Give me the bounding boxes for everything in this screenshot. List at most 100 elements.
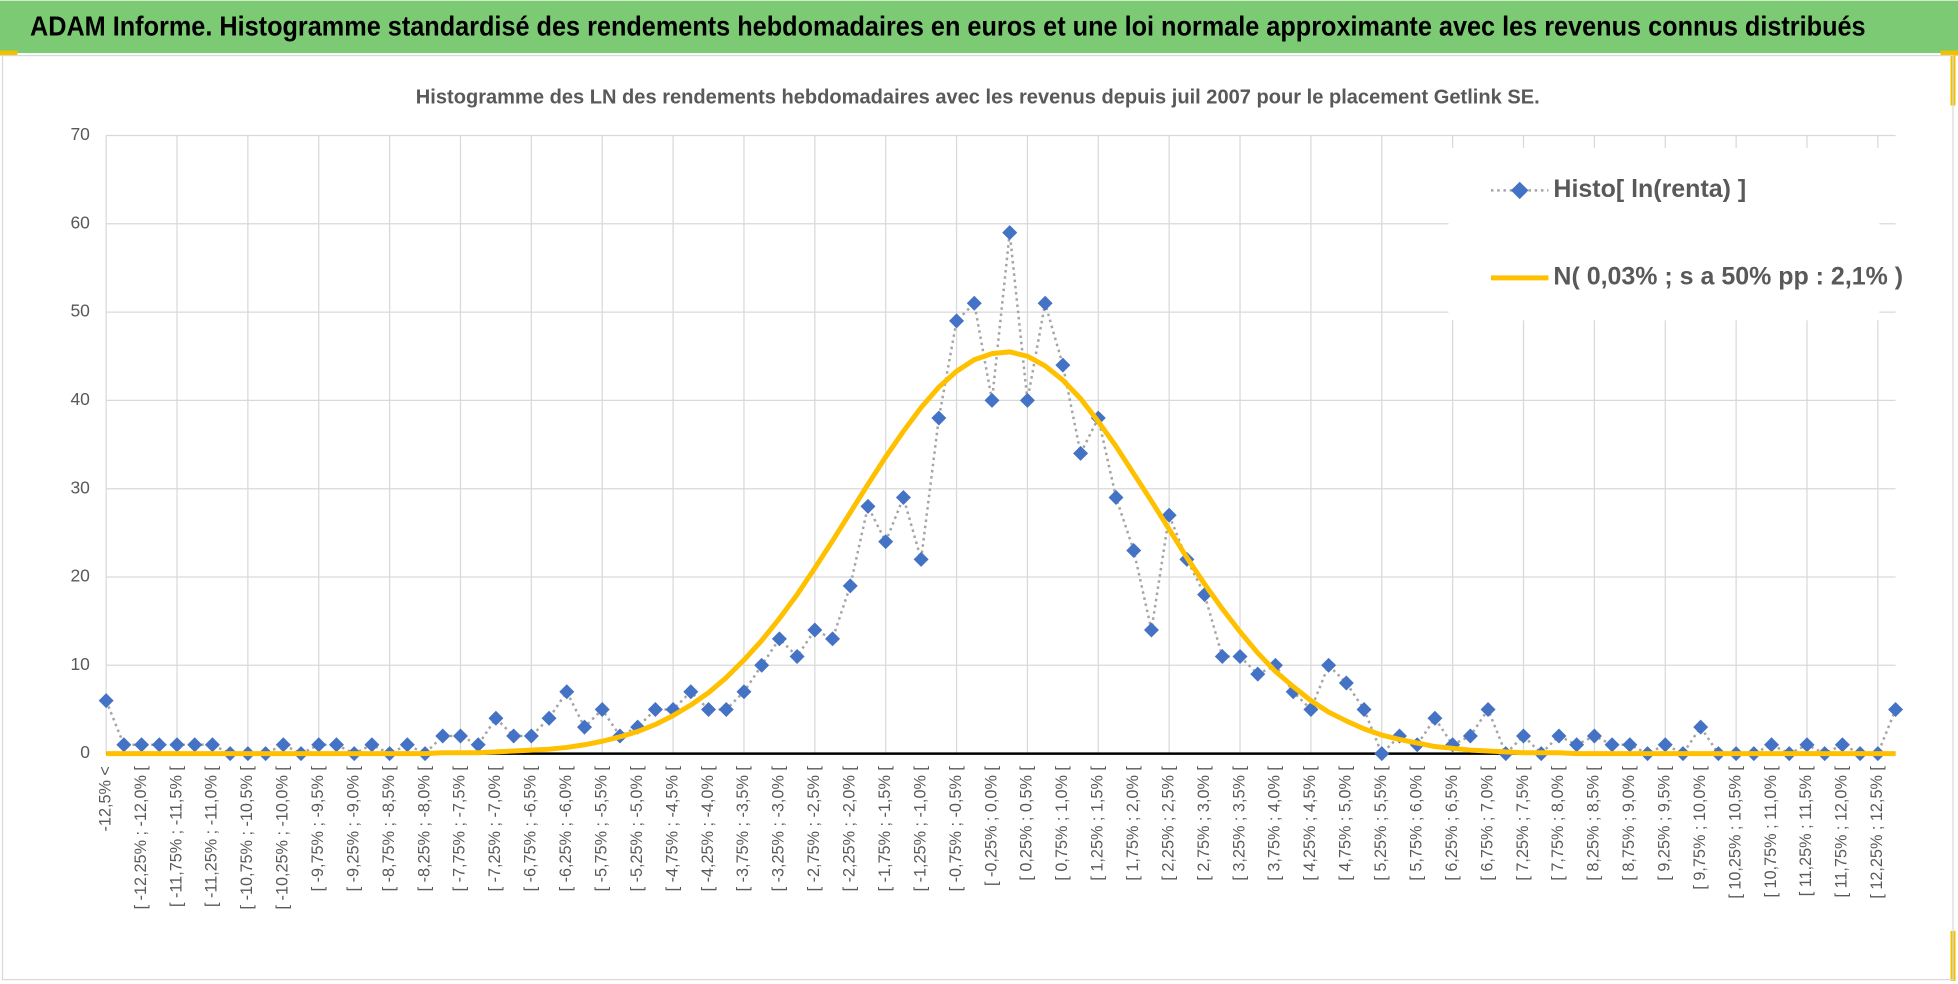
data-point (1764, 737, 1780, 753)
x-tick-label: [ 3,75% ; 4,0% [ (1266, 766, 1284, 881)
data-point (736, 684, 752, 700)
data-point (1551, 728, 1567, 744)
x-tick-label: [ -6,25% ; -6,0% [ (557, 766, 575, 892)
x-tick-label: [ 0,25% ; 0,5% [ (1018, 766, 1036, 881)
data-point (1108, 490, 1124, 506)
data-point (134, 737, 150, 753)
data-point (1338, 675, 1354, 691)
data-point (1480, 701, 1496, 717)
x-tick-label: [ -4,25% ; -4,0% [ (699, 766, 717, 892)
data-point (913, 551, 929, 567)
data-point (435, 728, 451, 744)
x-tick-label: [ -5,25% ; -5,0% [ (628, 766, 646, 892)
data-point (594, 701, 610, 717)
x-tick-label: [ -3,25% ; -3,0% [ (770, 766, 788, 892)
data-point (1799, 737, 1815, 753)
x-tick-label: [ -0,75% ; -0,5% [ (947, 766, 965, 892)
x-tick-label: [ -5,75% ; -5,5% [ (593, 766, 611, 892)
data-point (1604, 737, 1620, 753)
x-tick-label: [ -12,25% ; -12,0% [ (132, 766, 150, 910)
x-tick-label: [ 6,75% ; 7,0% [ (1478, 766, 1496, 881)
x-tick-label: [ -4,75% ; -4,5% [ (663, 766, 681, 892)
data-point (1143, 622, 1159, 638)
data-point (1055, 357, 1071, 373)
data-point (1374, 746, 1390, 762)
data-point (1356, 701, 1372, 717)
data-point (1232, 648, 1248, 664)
x-tick-label: [ 4,75% ; 5,0% [ (1337, 766, 1355, 881)
y-tick-label: 70 (70, 124, 90, 144)
x-tick-label: [ 4,25% ; 4,5% [ (1301, 766, 1319, 881)
data-point (151, 737, 167, 753)
x-tick-label: [ 7,25% ; 7,5% [ (1514, 766, 1532, 881)
data-point (1516, 728, 1531, 744)
x-tick-label: [ 9,25% ; 9,5% [ (1656, 766, 1674, 881)
y-tick-label: 30 (70, 477, 90, 497)
x-tick-label: [ 11,75% ; 12,0% [ (1833, 766, 1851, 898)
header-banner (0, 0, 1958, 54)
data-point (1586, 728, 1602, 744)
y-tick-label: 20 (70, 566, 90, 586)
x-tick-label: [ 1,25% ; 1,5% [ (1089, 766, 1107, 881)
data-point (931, 410, 947, 426)
x-tick-label: [ 12,25% ; 12,5% [ (1868, 766, 1886, 899)
data-point (1888, 701, 1904, 717)
header-title: ADAM Informe. Histogramme standardisé de… (30, 10, 1866, 41)
x-tick-label: [ 3,25% ; 3,5% [ (1230, 766, 1248, 881)
x-tick-label: [ 10,25% ; 10,5% [ (1726, 766, 1744, 899)
x-tick-label: [ -6,75% ; -6,5% [ (522, 766, 540, 892)
corner-mark (0, 50, 18, 56)
data-point (754, 657, 770, 673)
x-tick-label: [ 11,25% ; 11,5% [ (1797, 766, 1815, 897)
y-tick-label: 60 (70, 212, 90, 232)
data-point (1161, 507, 1177, 523)
data-point (399, 737, 415, 753)
data-point (1462, 728, 1478, 744)
y-tick-label: 50 (70, 301, 90, 321)
series-line (106, 349, 1896, 757)
x-tick-label: [ -1,25% ; -1,0% [ (911, 766, 929, 892)
data-point (825, 631, 841, 647)
data-point (1214, 648, 1230, 664)
data-point (1037, 295, 1053, 311)
legend-marker (1510, 181, 1529, 200)
data-point (647, 701, 663, 717)
y-tick-label: 40 (70, 389, 90, 409)
data-point (771, 631, 787, 647)
x-tick-label: [ 8,25% ; 8,5% [ (1585, 766, 1603, 881)
x-tick-label: [ 2,25% ; 2,5% [ (1159, 766, 1177, 881)
x-tick-label: [ 8,75% ; 9,0% [ (1620, 766, 1638, 881)
x-tick-label: -12,5% < (96, 766, 114, 831)
x-tick-label: [ 2,75% ; 3,0% [ (1195, 766, 1213, 881)
corner-mark (1940, 50, 1958, 56)
x-tick-label: [ -2,75% ; -2,5% [ (805, 766, 823, 892)
legend-label: Histo[ ln(renta) ] (1553, 175, 1746, 203)
x-tick-label: [ -10,25% ; -10,0% [ (274, 766, 292, 910)
x-tick-label: [ 5,25% ; 5,5% [ (1372, 766, 1390, 881)
x-tick-label: [ 6,25% ; 6,5% [ (1443, 766, 1461, 881)
x-tick-label: [ 9,75% ; 10,0% [ (1691, 766, 1709, 890)
data-point (328, 737, 344, 753)
data-point (701, 701, 717, 717)
data-point (966, 295, 982, 311)
x-tick-label: [ -9,25% ; -9,0% [ (344, 766, 362, 892)
data-point (1427, 710, 1443, 726)
chart-title: Histogramme des LN des rendements hebdom… (416, 86, 1540, 108)
x-tick-label: [ -1,75% ; -1,5% [ (876, 766, 894, 892)
data-point (1019, 392, 1035, 408)
data-point (895, 490, 911, 506)
x-tick-label: [ -7,75% ; -7,5% [ (451, 766, 469, 892)
data-point (187, 737, 203, 753)
x-tick-label: [ 5,75% ; 6,0% [ (1407, 766, 1425, 881)
legend-label: N( 0,03% ; s a 50% pp : 2,1% ) (1553, 262, 1903, 290)
data-point (1657, 737, 1673, 753)
data-point (984, 392, 1000, 408)
x-tick-label: [ 0,75% ; 1,0% [ (1053, 766, 1071, 881)
y-tick-label: 0 (80, 742, 90, 762)
legend-box (1448, 147, 1880, 321)
data-point (683, 684, 699, 700)
x-tick-label: [ 1,75% ; 2,0% [ (1124, 766, 1142, 881)
data-point (718, 701, 734, 717)
data-point (1321, 657, 1337, 673)
x-tick-label: [ -8,25% ; -8,0% [ (415, 766, 433, 892)
